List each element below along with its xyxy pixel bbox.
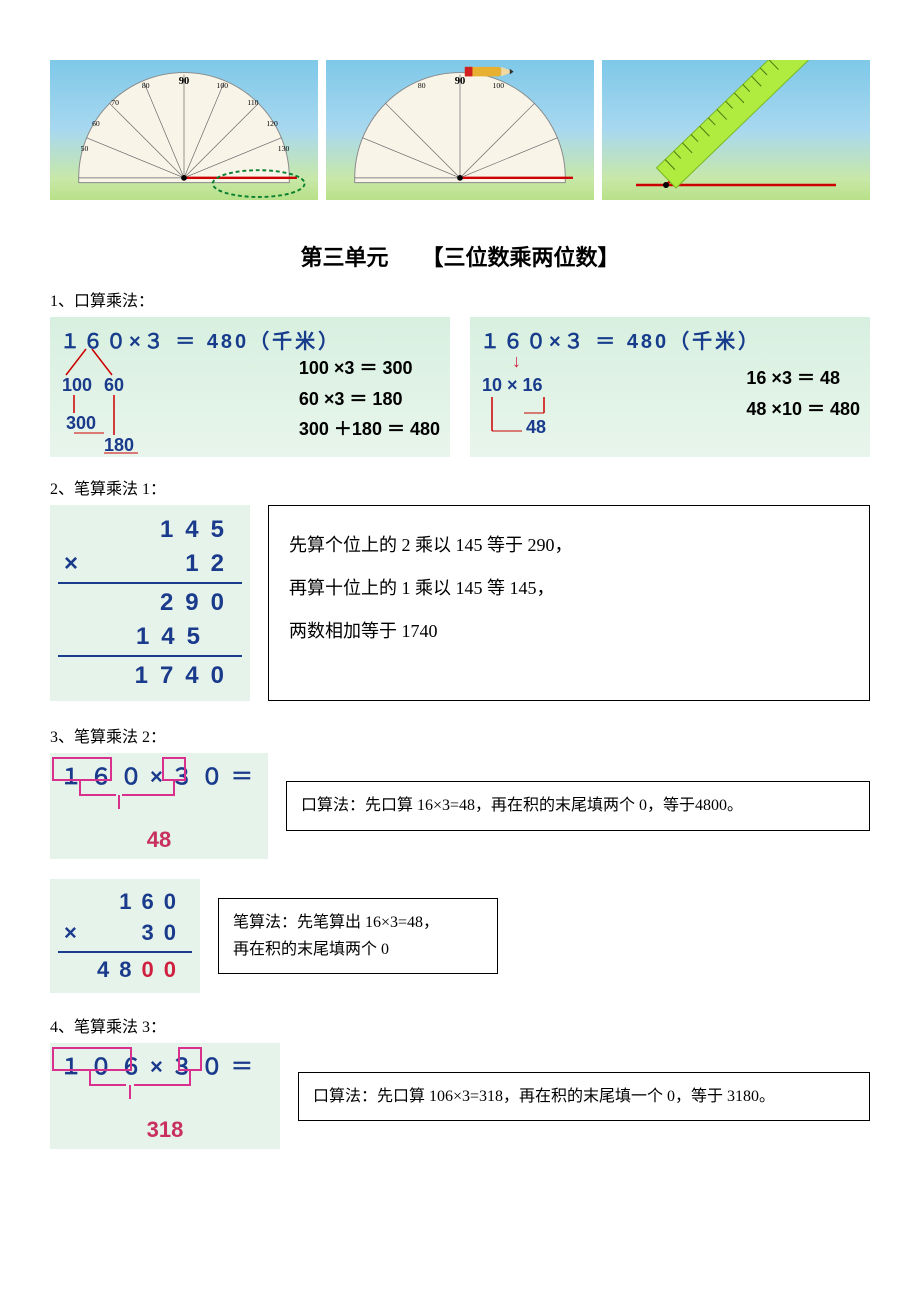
decomp-a: 100 60 300 180 (60, 347, 240, 457)
svg-text:60: 60 (92, 119, 100, 128)
svg-text:↓: ↓ (512, 351, 521, 371)
svg-text:100: 100 (217, 81, 229, 90)
unit-b: （千米） (669, 331, 761, 353)
steps-b: 16 ×3 ＝ 48 48 ×10 ＝ 480 (746, 363, 860, 424)
item2-label: 2、笔算乘法 1： (50, 475, 870, 499)
svg-text:70: 70 (111, 98, 119, 107)
svg-text:48: 48 (526, 417, 546, 437)
calc1-explain: 先算个位上的 2 乘以 145 等于 290， 再算十位上的 1 乘以 145 … (268, 505, 870, 701)
svg-text:110: 110 (247, 98, 258, 107)
calc1-vertical: 145 12 290 145 1740 (50, 505, 250, 701)
res-b: 480 (627, 331, 669, 353)
steps-a: 100 ×3 ＝ 300 60 ×3 ＝ 180 300 ＋180 ＝ 480 (299, 353, 440, 445)
item3-label: 3、笔算乘法 2： (50, 723, 870, 747)
calc1-row: 145 12 290 145 1740 先算个位上的 2 乘以 145 等于 2… (50, 505, 870, 701)
mental-panel-b: １６０×３ ＝ 480（千米） ↓ 10 × 16 48 16 ×3 ＝ 48 … (470, 317, 870, 457)
svg-text:80: 80 (142, 81, 150, 90)
label-90: 90 (179, 76, 190, 87)
protractor-3 (602, 60, 870, 200)
svg-text:130: 130 (278, 144, 290, 153)
protractor-2: 90 80 100 (326, 60, 594, 200)
svg-text:90: 90 (455, 76, 466, 87)
mental-row: １６０×３ ＝ 480（千米） 100 60 300 180 100 ×3 ＝ … (50, 317, 870, 457)
calc4-box: 口算法：先口算 106×3=318，再在积的末尾填一个 0，等于 3180。 (298, 1072, 870, 1121)
calc4-row: １０６×３０＝ 318 口算法：先口算 106×3=318，再在积的末尾填一个 … (50, 1043, 870, 1149)
protractor-row: 90 80 100 70 110 60 120 50 130 90 80 100 (50, 60, 870, 200)
calc4-img: １０６×３０＝ 318 (50, 1043, 280, 1149)
svg-text:80: 80 (418, 81, 426, 90)
svg-text:60: 60 (104, 375, 124, 395)
decomp-b: ↓ 10 × 16 48 (480, 347, 620, 457)
svg-text:100: 100 (493, 81, 505, 90)
svg-text:180: 180 (104, 435, 134, 455)
calc3a-row: １６０×３０＝ 48 口算法：先口算 16×3=48，再在积的末尾填两个 0，等… (50, 753, 870, 859)
protractor-1: 90 80 100 70 110 60 120 50 130 (50, 60, 318, 200)
svg-text:10 × 16: 10 × 16 (482, 375, 543, 395)
svg-text:120: 120 (266, 119, 278, 128)
calc3b-box: 笔算法：先笔算出 16×3=48， 再在积的末尾填两个 0 (218, 898, 498, 974)
unit-a: （千米） (249, 331, 341, 353)
unit-title: 第三单元 【三位数乘两位数】 (50, 240, 870, 272)
calc3b-vertical: 160 30 4800 (50, 879, 200, 993)
calc3a-img: １６０×３０＝ 48 (50, 753, 268, 859)
svg-text:100: 100 (62, 375, 92, 395)
item1-label: 1、口算乘法： (50, 287, 870, 311)
svg-text:300: 300 (66, 413, 96, 433)
mental-panel-a: １６０×３ ＝ 480（千米） 100 60 300 180 100 ×3 ＝ … (50, 317, 450, 457)
calc3a-box: 口算法：先口算 16×3=48，再在积的末尾填两个 0，等于4800。 (286, 781, 870, 830)
svg-text:50: 50 (81, 144, 89, 153)
calc3b-row: 160 30 4800 笔算法：先笔算出 16×3=48， 再在积的末尾填两个 … (50, 879, 870, 993)
item4-label: 4、笔算乘法 3： (50, 1013, 870, 1037)
